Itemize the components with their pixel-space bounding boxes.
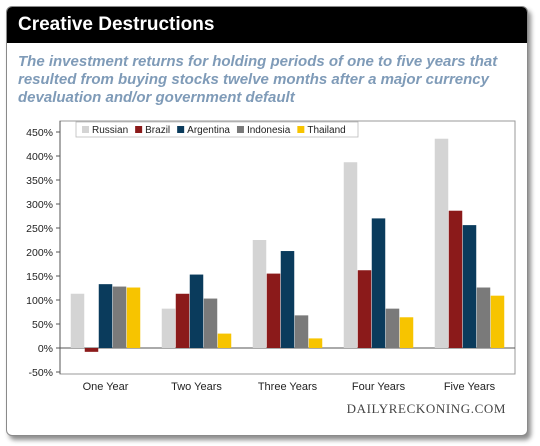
bar-russian-one-year (70, 293, 85, 348)
legend: Russian Brazil Argentina Indonesia Thailand (75, 121, 359, 138)
x-tick-label: Three Years (258, 381, 318, 393)
x-tick-label: Four Years (352, 381, 406, 393)
legend-swatch-indonesia (236, 126, 244, 133)
bar-russian-five-years (434, 138, 449, 348)
bar-brazil-three-years (266, 273, 281, 348)
legend-label-russian: Russian (92, 125, 128, 136)
subtitle-line: devaluation and/or government default (18, 89, 295, 106)
bars-group (70, 138, 505, 352)
subtitle-line: resulted from buying stocks twelve month… (18, 71, 489, 88)
bar-indonesia-four-years (385, 308, 400, 348)
bar-argentina-three-years (280, 251, 295, 348)
bar-indonesia-five-years (476, 287, 491, 348)
bar-brazil-one-year (84, 348, 99, 352)
y-tick-label: 150% (26, 271, 53, 283)
y-tick-label: 250% (26, 223, 53, 235)
bar-brazil-five-years (448, 210, 463, 348)
watermark: DAILYRECKONING.COM (347, 401, 506, 416)
bar-brazil-two-years (175, 293, 190, 348)
legend-swatch-thailand (297, 126, 305, 133)
y-tick-label: 300% (26, 199, 53, 211)
chart-subtitle: The investment returns for holding perio… (18, 53, 518, 107)
legend-label-argentina: Argentina (187, 125, 230, 136)
y-tick-label: 400% (26, 151, 53, 163)
x-tick-label: Five Years (444, 381, 496, 393)
bar-indonesia-one-year (112, 286, 127, 348)
x-axis-labels: One Year Two Years Three Years Four Years Fi… (83, 381, 496, 393)
y-tick-label: 450% (26, 127, 53, 139)
legend-swatch-argentina (177, 126, 185, 133)
legend-swatch-russian (82, 126, 89, 133)
x-tick-label: Two Years (171, 381, 222, 393)
bar-russian-four-years (343, 162, 358, 348)
bar-thailand-two-years (217, 333, 232, 348)
bar-indonesia-three-years (294, 315, 309, 348)
header-bar: Creative Destructions (7, 7, 527, 43)
bar-argentina-five-years (462, 225, 477, 348)
y-tick-label: 50% (32, 319, 53, 331)
y-tick-label: -50% (28, 367, 53, 379)
page-title: Creative Destructions (18, 14, 215, 35)
x-tick-label: One Year (83, 381, 129, 393)
bar-indonesia-two-years (203, 298, 218, 348)
bar-thailand-four-years (399, 317, 414, 348)
y-axis-ticks: -50% 0% 50% 100% 150% 200% 250% 300% 350% 400% 450… (26, 127, 60, 379)
bar-russian-two-years (161, 308, 176, 348)
bar-argentina-four-years (371, 218, 386, 348)
bar-argentina-one-year (98, 284, 113, 348)
y-tick-label: 350% (26, 175, 53, 187)
legend-box (75, 121, 359, 138)
y-tick-label: 0% (38, 343, 53, 355)
legend-swatch-brazil (135, 126, 143, 133)
legend-label-thailand: Thailand (307, 125, 345, 136)
bar-brazil-four-years (357, 270, 372, 348)
bar-thailand-one-year (126, 287, 141, 348)
bar-russian-three-years (252, 240, 267, 348)
legend-label-brazil: Brazil (145, 125, 170, 136)
bar-thailand-five-years (490, 295, 505, 348)
bar-thailand-three-years (308, 338, 323, 348)
bar-argentina-two-years (189, 274, 204, 348)
legend-label-indonesia: Indonesia (247, 125, 291, 136)
y-tick-label: 200% (26, 247, 53, 259)
y-tick-label: 100% (26, 295, 53, 307)
subtitle-line: The investment returns for holding perio… (18, 53, 498, 70)
